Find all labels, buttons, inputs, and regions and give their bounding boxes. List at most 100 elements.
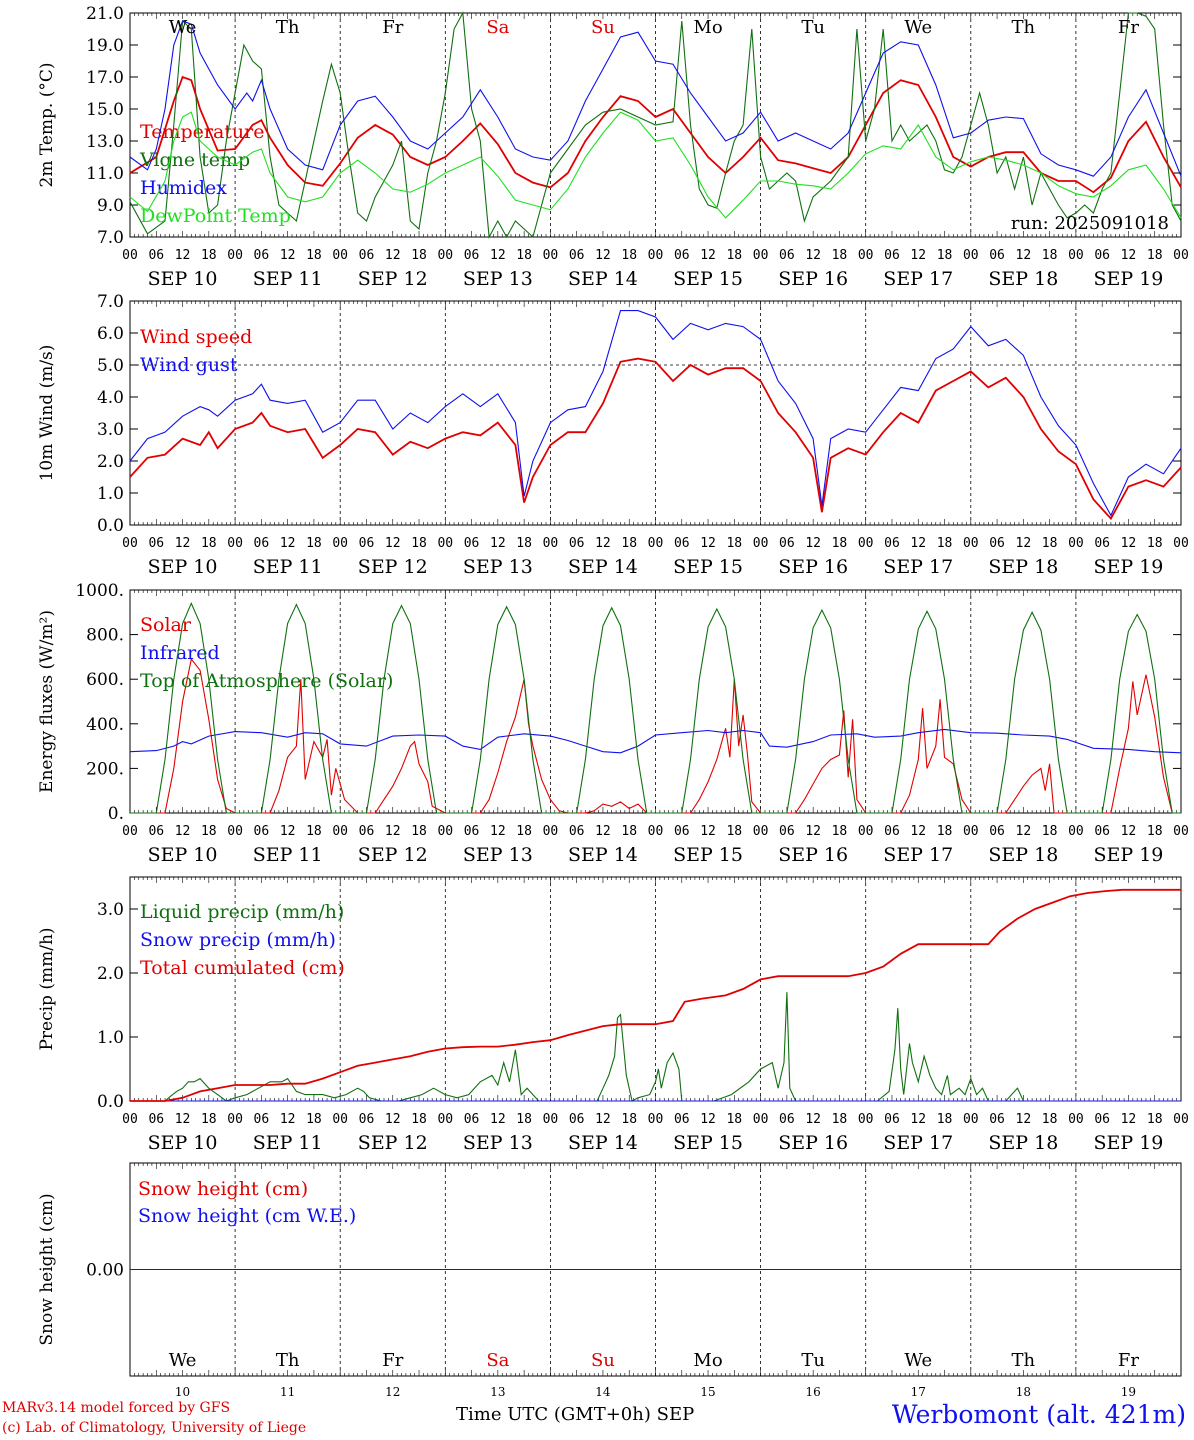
hour-label: 00 xyxy=(543,824,559,839)
y-tick-label: 9.0 xyxy=(97,196,124,216)
y-tick-label: 2.0 xyxy=(97,452,124,472)
date-label: SEP 19 xyxy=(1094,844,1164,866)
hour-label: 18 xyxy=(832,1112,848,1127)
series-humidex xyxy=(129,20,1182,177)
date-label: SEP 19 xyxy=(1094,268,1164,290)
hour-label: 00 xyxy=(963,824,979,839)
hour-label: 12 xyxy=(1016,536,1032,551)
legend-entry: Wind speed xyxy=(140,326,252,348)
date-label: SEP 13 xyxy=(463,268,533,290)
hour-label: 00 xyxy=(437,536,453,551)
hour-label: 12 xyxy=(1016,248,1032,263)
y-tick-label: 17.0 xyxy=(86,68,124,88)
hour-label: 12 xyxy=(490,824,506,839)
hour-label: 00 xyxy=(437,248,453,263)
weekday-label: Th xyxy=(1012,1350,1036,1371)
hour-label: 18 xyxy=(516,824,532,839)
date-label: SEP 12 xyxy=(358,1132,428,1154)
hour-label: 06 xyxy=(779,248,795,263)
hour-label: 00 xyxy=(858,824,874,839)
weekday-label: Tu xyxy=(801,1350,825,1371)
y-tick-label: 7.0 xyxy=(97,292,124,312)
hour-label: 12 xyxy=(1016,1112,1032,1127)
weekday-label: Fr xyxy=(382,1350,403,1371)
series-temperature xyxy=(129,75,1182,194)
hour-label: 00 xyxy=(543,1112,559,1127)
date-label: SEP 10 xyxy=(148,268,218,290)
weekday-label: Fr xyxy=(1118,1350,1139,1371)
hour-label: 00 xyxy=(963,248,979,263)
y-tick-label: 1.0 xyxy=(97,484,124,504)
legend-entry: DewPoint Temp xyxy=(140,205,291,227)
y-axis-label: Precip (mm/h) xyxy=(37,927,57,1050)
series-dewpoint-temp xyxy=(129,111,1182,219)
hour-label: 18 xyxy=(1147,248,1163,263)
run-annotation: run: 2025091018 xyxy=(1011,213,1169,234)
weekday-label: Mo xyxy=(693,17,722,38)
date-label: SEP 12 xyxy=(358,268,428,290)
y-axis-label: 10m Wind (m/s) xyxy=(37,345,57,482)
date-label: SEP 18 xyxy=(988,556,1058,578)
y-tick-label: 13.0 xyxy=(86,132,124,152)
series-vigne-temp xyxy=(129,11,1182,239)
hour-label: 12 xyxy=(910,248,926,263)
day-number-label: 10 xyxy=(175,1385,190,1399)
hour-label: 06 xyxy=(674,1112,690,1127)
hour-label: 00 xyxy=(753,1112,769,1127)
hour-label: 12 xyxy=(280,536,296,551)
hour-label: 12 xyxy=(805,248,821,263)
y-tick-label: 19.0 xyxy=(86,36,124,56)
hour-label: 06 xyxy=(674,824,690,839)
hour-label: 12 xyxy=(700,536,716,551)
hour-label: 12 xyxy=(595,824,611,839)
y-tick-label: 1000. xyxy=(75,581,124,601)
hour-label: 06 xyxy=(359,536,375,551)
hour-label: 12 xyxy=(700,1112,716,1127)
hour-label: 18 xyxy=(411,1112,427,1127)
hour-label: 06 xyxy=(464,1112,480,1127)
y-tick-label: 11.0 xyxy=(86,164,124,184)
hour-label: 06 xyxy=(884,1112,900,1127)
day-number-label: 12 xyxy=(385,1385,400,1399)
hour-label: 18 xyxy=(1147,536,1163,551)
y-tick-label: 200. xyxy=(86,759,124,779)
date-label: SEP 18 xyxy=(988,268,1058,290)
date-label: SEP 10 xyxy=(148,556,218,578)
hour-label: 12 xyxy=(700,248,716,263)
y-tick-label: 1.0 xyxy=(97,1028,124,1048)
hour-label: 00 xyxy=(1068,824,1084,839)
time-axis-month: SEP xyxy=(656,1404,695,1425)
legend-entry: Wind gust xyxy=(140,354,238,376)
hour-label: 00 xyxy=(1173,1112,1189,1127)
hour-label: 06 xyxy=(148,536,164,551)
hour-label: 00 xyxy=(753,248,769,263)
hour-label: 06 xyxy=(989,1112,1005,1127)
date-label: SEP 11 xyxy=(253,1132,323,1154)
hour-label: 12 xyxy=(595,248,611,263)
hour-label: 00 xyxy=(332,824,348,839)
hour-label: 12 xyxy=(805,1112,821,1127)
date-label: SEP 15 xyxy=(673,844,743,866)
hour-label: 18 xyxy=(621,536,637,551)
day-number-label: 13 xyxy=(490,1385,505,1399)
hour-label: 06 xyxy=(254,536,270,551)
date-label: SEP 16 xyxy=(778,556,848,578)
legend-entry: Infrared xyxy=(140,642,220,664)
hour-label: 18 xyxy=(726,248,742,263)
weekday-label: Su xyxy=(591,17,615,38)
hour-label: 12 xyxy=(280,1112,296,1127)
hour-label: 12 xyxy=(595,1112,611,1127)
hour-label: 18 xyxy=(726,1112,742,1127)
date-label: SEP 17 xyxy=(883,556,953,578)
hour-label: 18 xyxy=(306,824,322,839)
hour-label: 06 xyxy=(989,824,1005,839)
hour-label: 00 xyxy=(648,824,664,839)
series-wind-speed xyxy=(129,357,1182,521)
hour-label: 06 xyxy=(148,1112,164,1127)
series-liquid-precip-mm-h- xyxy=(130,992,1181,1102)
date-label: SEP 14 xyxy=(568,1132,638,1154)
y-axis-label: Snow height (cm) xyxy=(37,1193,57,1345)
date-label: SEP 13 xyxy=(463,1132,533,1154)
y-tick-label: 600. xyxy=(86,670,124,690)
